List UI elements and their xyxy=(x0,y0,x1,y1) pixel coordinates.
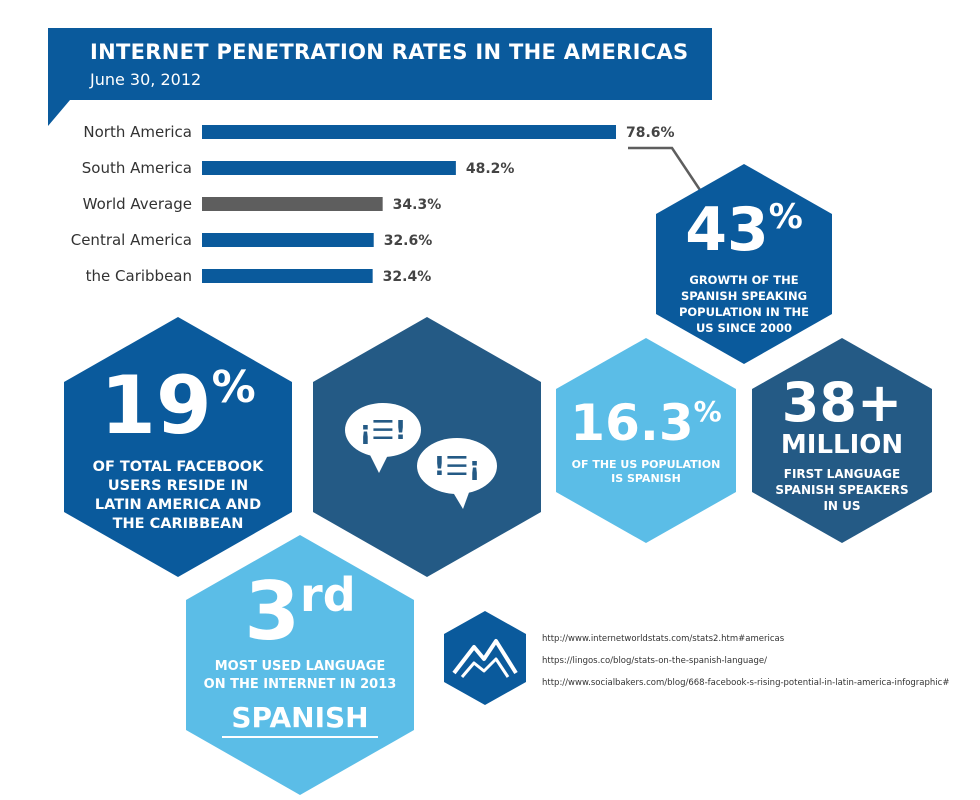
source-link[interactable]: http://www.internetworldstats.com/stats2… xyxy=(542,634,785,644)
growth-caption-line: GROWTH OF THE xyxy=(689,273,799,287)
speakers-caption-line: FIRST LANGUAGE xyxy=(783,467,901,481)
facebook-stat: 19% OF TOTAL FACEBOOK USERS RESIDE IN LA… xyxy=(64,366,292,534)
hex-speech: ¡☰! !☰¡ xyxy=(313,317,541,577)
us-population-stat: 16.3% OF THE US POPULATION IS SPANISH xyxy=(556,398,736,486)
language-caption-line: ON THE INTERNET IN 2013 xyxy=(203,677,397,692)
growth-caption-line: SPANISH SPEAKING xyxy=(680,289,808,303)
language-stat: 3rd MOST USED LANGUAGE ON THE INTERNET I… xyxy=(186,572,414,732)
hex-growth xyxy=(656,164,832,364)
us-population-caption-line: OF THE US POPULATION xyxy=(571,458,721,471)
us-population-caption-line: IS SPANISH xyxy=(611,472,681,485)
page-subtitle: June 30, 2012 xyxy=(90,70,202,89)
us-population-value: 16.3 xyxy=(570,394,694,452)
mountain-logo-icon xyxy=(444,611,526,705)
facebook-value: 19 xyxy=(100,359,212,452)
us-population-suffix: % xyxy=(693,395,722,428)
facebook-caption-line: USERS RESIDE IN xyxy=(107,478,249,494)
speech-bubble-icon xyxy=(345,403,421,473)
category-label: Central America xyxy=(71,231,192,249)
bar xyxy=(202,125,616,139)
bar xyxy=(202,269,373,283)
source-link[interactable]: http://www.socialbakers.com/blog/668-fac… xyxy=(542,678,950,688)
speakers-caption-line: IN US xyxy=(823,499,861,513)
hex-us-population xyxy=(556,338,736,543)
header-banner xyxy=(48,28,712,126)
facebook-caption-line: LATIN AMERICA AND xyxy=(94,497,262,513)
facebook-caption-line: OF TOTAL FACEBOOK xyxy=(92,459,264,475)
hex-facebook xyxy=(64,317,292,577)
speech-bubble-text: ¡☰! xyxy=(359,416,406,446)
penetration-bar-chart: North America 78.6% South America 48.2% Worl… xyxy=(71,123,675,285)
bar xyxy=(202,161,456,175)
page-title: INTERNET PENETRATION RATES IN THE AMERIC… xyxy=(90,40,689,64)
source-link[interactable]: https://lingos.co/blog/stats-on-the-span… xyxy=(542,656,767,666)
hex-language xyxy=(186,535,414,795)
language-suffix: rd xyxy=(300,568,356,622)
value-label: 32.6% xyxy=(384,233,433,249)
growth-suffix: % xyxy=(768,197,803,237)
value-label: 32.4% xyxy=(383,269,432,285)
value-label: 34.3% xyxy=(393,197,442,213)
language-value: 3 xyxy=(244,565,301,658)
hex-speakers xyxy=(752,338,932,543)
growth-value: 43 xyxy=(685,195,769,265)
value-label: 78.6% xyxy=(626,125,675,141)
speakers-sub: MILLION xyxy=(780,430,904,460)
category-label: North America xyxy=(83,123,192,141)
category-label: South America xyxy=(82,159,192,177)
growth-caption-line: POPULATION IN THE xyxy=(678,305,810,319)
category-label: World Average xyxy=(83,195,192,213)
bar xyxy=(202,197,383,211)
speech-bubble-icon xyxy=(417,438,497,509)
speakers-caption-line: SPANISH SPEAKERS xyxy=(775,483,909,497)
language-caption-line: MOST USED LANGUAGE xyxy=(214,659,386,674)
speech-bubble-text: !☰¡ xyxy=(433,452,480,482)
bar xyxy=(202,233,374,247)
value-label: 48.2% xyxy=(466,161,515,177)
facebook-suffix: % xyxy=(211,362,256,413)
growth-stat: 43% GROWTH OF THE SPANISH SPEAKING POPUL… xyxy=(656,200,832,336)
growth-caption-line: US SINCE 2000 xyxy=(695,321,793,335)
speakers-value: 38+ xyxy=(781,371,903,434)
category-label: the Caribbean xyxy=(86,267,192,285)
speakers-stat: 38+ MILLION FIRST LANGUAGE SPANISH SPEAK… xyxy=(752,376,932,514)
facebook-caption-line: THE CARIBBEAN xyxy=(112,516,244,532)
language-highlight: SPANISH xyxy=(231,701,369,734)
